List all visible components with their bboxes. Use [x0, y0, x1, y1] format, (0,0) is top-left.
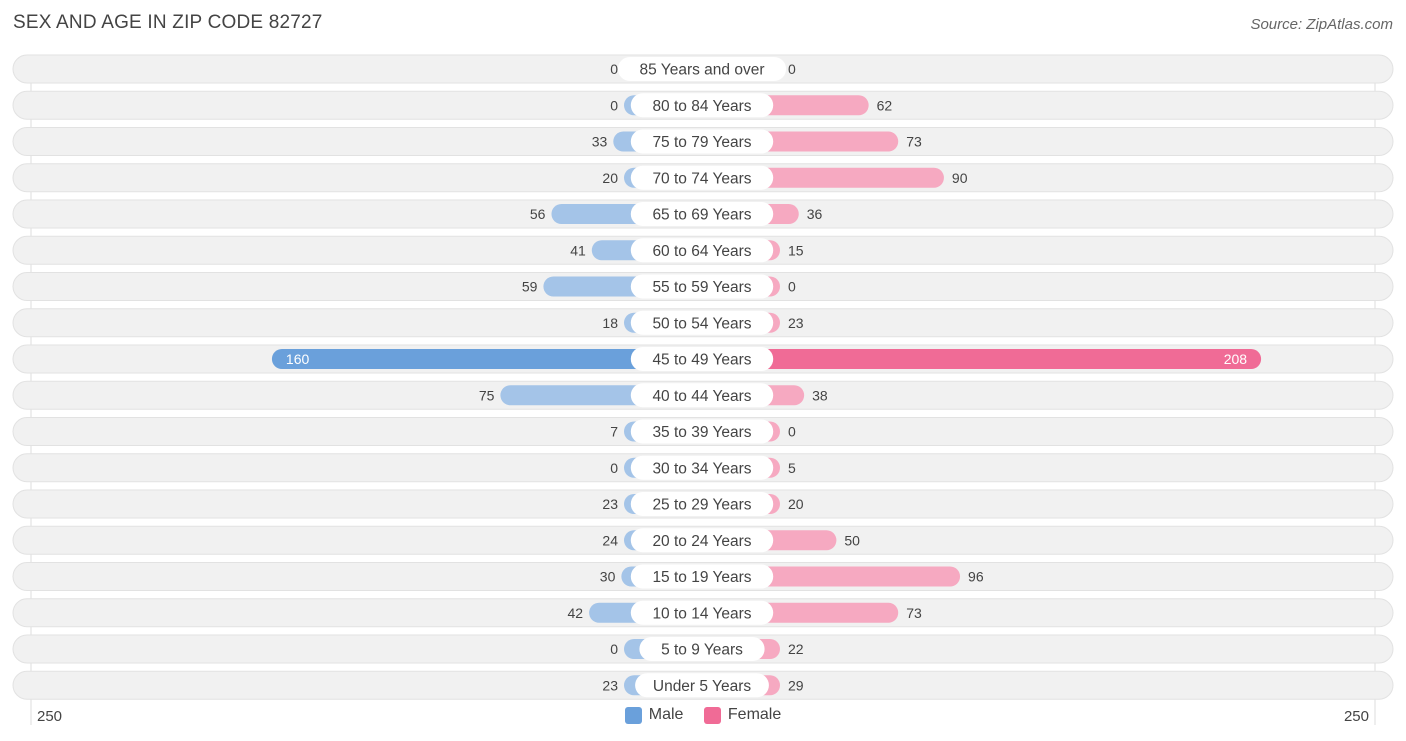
category-label-bg [630, 419, 774, 444]
value-label-female: 22 [788, 641, 804, 657]
category-label-bg [635, 673, 769, 698]
value-label-female: 208 [1224, 351, 1248, 367]
legend-label-female: Female [727, 706, 782, 723]
value-label-male: 33 [592, 134, 608, 150]
value-label-male: 0 [610, 641, 618, 657]
value-label-male: 75 [479, 387, 495, 403]
value-label-female: 0 [788, 424, 796, 440]
category-label-bg [630, 310, 774, 335]
category-label-bg [630, 564, 774, 589]
category-label: 20 to 24 Years [652, 533, 751, 550]
chart-title: SEX AND AGE IN ZIP CODE 82727 [13, 12, 323, 33]
category-label: 35 to 39 Years [652, 424, 751, 441]
value-label-female: 20 [788, 496, 804, 512]
category-label: 30 to 34 Years [652, 460, 751, 477]
value-label-male: 41 [570, 242, 586, 258]
value-label-female: 5 [788, 460, 796, 476]
value-label-male: 0 [610, 460, 618, 476]
category-label-bg [630, 383, 774, 408]
category-label-bg [630, 129, 774, 154]
value-label-female: 15 [788, 242, 804, 258]
category-label: 5 to 9 Years [661, 642, 743, 659]
category-label: 65 to 69 Years [652, 207, 751, 224]
category-label: 10 to 14 Years [652, 605, 751, 622]
legend-item-male: Male [624, 706, 684, 724]
category-label-bg [617, 57, 787, 81]
category-label: 15 to 19 Years [652, 569, 751, 586]
value-label-female: 0 [788, 279, 796, 295]
value-label-female: 0 [788, 61, 796, 77]
chart-source: Source: ZipAtlas.com [1250, 16, 1393, 33]
value-label-female: 23 [788, 315, 804, 331]
category-label: 80 to 84 Years [652, 98, 751, 115]
value-label-female: 36 [807, 206, 823, 222]
value-label-female: 62 [877, 97, 893, 113]
value-label-female: 50 [844, 532, 860, 548]
axis-label-left: 250 [37, 708, 63, 725]
category-label: 50 to 54 Years [652, 315, 751, 332]
legend: Male Female [0, 706, 1406, 729]
category-label: 25 to 29 Years [652, 497, 751, 514]
category-label-bg [630, 492, 774, 516]
legend-item-female: Female [703, 706, 782, 724]
value-label-male: 20 [602, 170, 618, 186]
value-label-male: 56 [530, 206, 546, 222]
bar-female [702, 349, 1262, 369]
value-label-female: 73 [906, 605, 922, 621]
category-label-bg [630, 528, 774, 553]
value-label-male: 160 [286, 351, 310, 367]
category-label: 40 to 44 Years [652, 388, 751, 405]
category-label-bg [630, 238, 774, 263]
category-label: 85 Years and over [640, 62, 765, 79]
value-label-female: 90 [952, 170, 968, 186]
value-label-female: 38 [812, 387, 828, 403]
value-label-male: 24 [602, 532, 618, 548]
category-label: 45 to 49 Years [652, 352, 751, 369]
value-label-male: 59 [522, 279, 538, 295]
category-label-bg [630, 600, 774, 625]
category-label: 75 to 79 Years [652, 134, 751, 151]
category-label-bg [630, 274, 774, 299]
category-label: 55 to 59 Years [652, 279, 751, 296]
value-label-male: 23 [602, 677, 618, 693]
category-label-bg [630, 202, 774, 226]
value-label-female: 73 [906, 134, 922, 150]
value-label-male: 0 [610, 97, 618, 113]
category-label-bg [639, 637, 765, 661]
legend-swatch-male [624, 706, 642, 724]
category-label-bg [630, 165, 774, 190]
value-label-male: 0 [610, 61, 618, 77]
bar-male [271, 349, 702, 369]
value-label-male: 18 [602, 315, 618, 331]
value-label-male: 23 [602, 496, 618, 512]
category-label-bg [630, 93, 774, 118]
category-label: 70 to 74 Years [652, 170, 751, 187]
category-label-bg [630, 347, 774, 371]
value-label-male: 7 [610, 424, 618, 440]
value-label-female: 29 [788, 677, 804, 693]
category-label-bg [630, 455, 774, 480]
axis-label-right: 250 [1343, 708, 1369, 725]
category-label: Under 5 Years [653, 678, 751, 695]
legend-swatch-female [703, 706, 721, 724]
value-label-female: 96 [968, 569, 984, 585]
value-label-male: 42 [568, 605, 584, 621]
value-label-male: 30 [600, 569, 616, 585]
legend-label-male: Male [648, 706, 684, 723]
category-label: 60 to 64 Years [652, 243, 751, 260]
